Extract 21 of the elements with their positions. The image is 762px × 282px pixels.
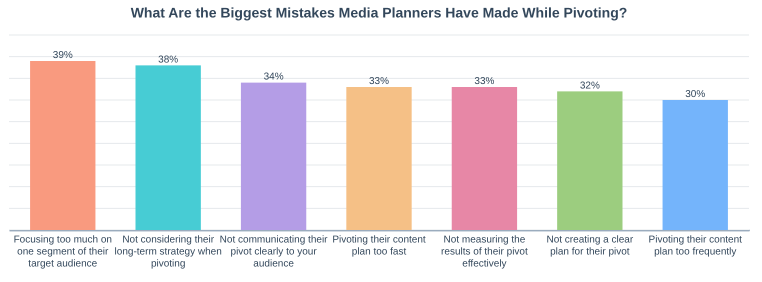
chart-title: What Are the Biggest Mistakes Media Planners Have Made While Pivoting?: [130, 4, 628, 20]
x-tick-label: Not creating a clear plan for their pivot: [546, 234, 634, 258]
data-label: 32%: [580, 80, 600, 92]
bar: [346, 87, 412, 230]
bar: [30, 61, 96, 230]
bar: [557, 91, 623, 230]
bar: [135, 65, 201, 230]
bar: [662, 100, 728, 230]
data-label: 34%: [264, 72, 284, 83]
x-tick-label: Not considering their long-term strategy when pivoting: [114, 234, 222, 270]
x-tick-label: Not measuring the results of their pivot effectively: [441, 234, 528, 270]
data-label: 39%: [52, 50, 73, 61]
bar: [240, 82, 306, 230]
data-label: 33%: [368, 76, 390, 87]
bar: [452, 87, 518, 230]
data-label: 38%: [158, 54, 178, 66]
data-label: 30%: [685, 89, 706, 100]
x-tick-label: Focusing too much on one segment of their target audience: [14, 234, 112, 270]
x-tick-label: Pivoting their content plan too frequently: [648, 234, 742, 258]
x-tick-label: Pivoting their content plan too fast: [332, 234, 426, 258]
data-label: 33%: [474, 76, 495, 87]
